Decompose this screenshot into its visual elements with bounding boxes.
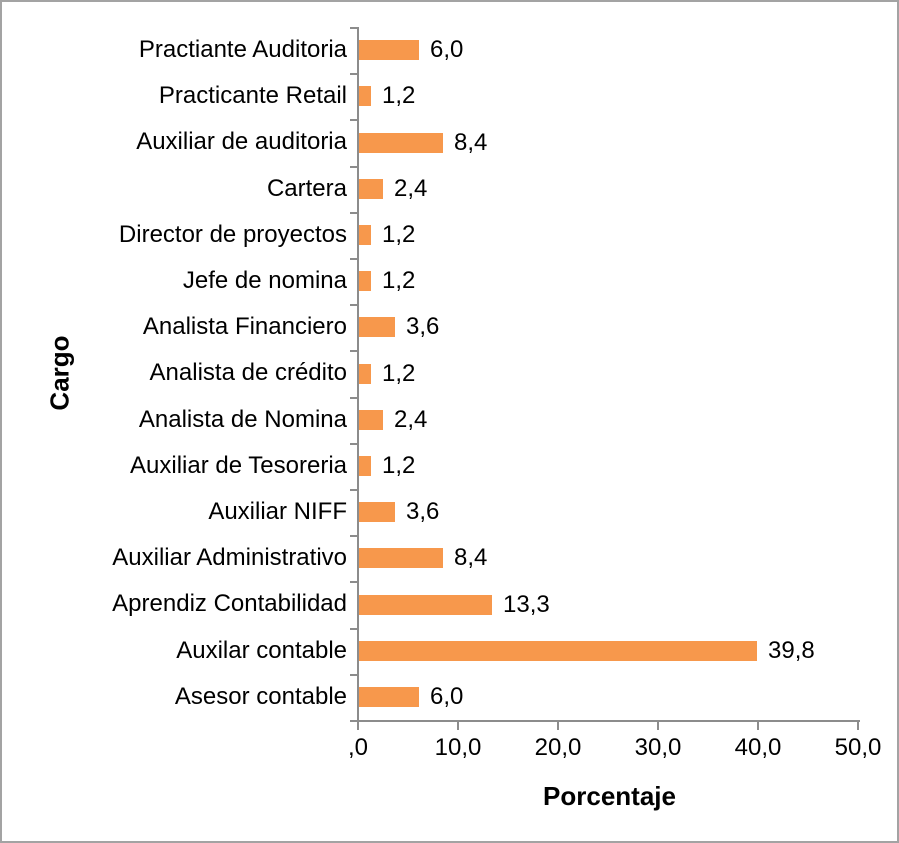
y-axis-tick [350,27,359,29]
bar-auxiliar-administrativo [359,548,443,569]
category-label-practiante-auditoria: Practiante Auditoria [138,36,347,63]
bar-auxiliar-de-auditoria [359,132,443,153]
category-label-auxiliar-administrativo: Auxiliar Administrativo [112,544,347,572]
category-label-practicante-retail: Practicante Retail [158,82,347,110]
category-label-analista-de-nomina: Analista de Nomina [138,405,347,433]
value-label-auxilar-contable: 39,8 [768,636,815,664]
bar-aprendiz-contabilidad [359,594,492,615]
y-axis-tick [350,350,359,353]
x-tick-label-20: 20,0 [534,734,582,761]
bar-practicante-retail [359,86,371,107]
category-label-analista-de-credito: Analista de crédito [149,359,347,387]
x-axis-tick [457,720,459,730]
category-label-auxiliar-niff: Auxiliar NIFF [208,498,347,525]
value-label-auxiliar-niff: 3,6 [406,498,440,526]
value-label-auxiliar-de-tesoreria: 1,2 [382,451,416,479]
bar-auxiliar-niff [359,502,395,523]
value-label-director-de-proyectos: 1,2 [382,220,416,248]
value-label-auxiliar-administrativo: 8,4 [454,544,488,572]
y-axis-tick [350,304,359,307]
x-tick-label-0: ,0 [347,734,368,761]
y-axis-tick [350,673,359,676]
bar-analista-financiero [359,317,395,338]
x-axis-tick [657,720,659,730]
category-label-director-de-proyectos: Director de proyectos [118,220,347,248]
x-axis-tick [557,720,559,730]
bar-cartera [359,178,383,199]
bar-analista-de-nomina [359,409,383,430]
x-axis-tick [357,720,359,730]
y-axis-tick [350,581,359,584]
category-label-jefe-de-nomina: Jefe de nomina [182,267,347,294]
value-label-analista-financiero: 3,6 [406,313,440,341]
value-label-asesor-contable: 6,0 [430,682,464,710]
x-tick-label-10: 10,0 [434,734,482,761]
value-label-jefe-de-nomina: 1,2 [382,267,416,295]
y-axis-tick [350,211,359,214]
value-label-auxiliar-de-auditoria: 8,4 [454,128,488,156]
y-axis-tick [350,535,359,538]
y-axis-tick [350,73,359,76]
value-label-cartera: 2,4 [394,174,428,202]
category-label-cartera: Cartera [266,174,347,202]
x-axis-tick [857,720,859,730]
y-axis-tick [350,720,359,722]
y-axis-tick [350,489,359,491]
x-axis-tick [757,720,759,730]
bar-analista-de-credito [359,363,371,384]
category-label-asesor-contable: Asesor contable [174,682,347,710]
y-axis-tick [350,627,359,630]
plot-area: 6,0 1,2 8,4 2,4 1,2 1,2 3,6 1,2 2,4 1,2 3,6 8,4 13,3… [357,27,860,722]
x-axis-title: Porcentaje [543,781,676,811]
category-label-analista-financiero: Analista Financiero [142,313,347,341]
bar-auxiliar-de-tesoreria [359,455,371,476]
x-tick-label-40: 40,0 [734,734,782,761]
y-axis-tick [350,442,359,445]
bar-director-de-proyectos [359,224,371,245]
bar-jefe-de-nomina [359,271,371,292]
value-label-practicante-retail: 1,2 [382,82,416,110]
value-label-analista-de-credito: 1,2 [382,359,416,387]
category-label-auxiliar-de-auditoria: Auxiliar de auditoria [136,128,347,156]
value-label-aprendiz-contabilidad: 13,3 [503,590,550,618]
category-label-auxiliar-de-tesoreria: Auxiliar de Tesoreria [130,451,347,479]
value-label-analista-de-nomina: 2,4 [394,405,428,433]
bar-practiante-auditoria [359,40,419,61]
x-tick-label-30: 30,0 [634,734,682,761]
y-axis-tick [350,119,359,122]
x-tick-label-50: 50,0 [834,734,882,761]
bar-auxilar-contable [359,640,757,661]
y-axis-tick [350,258,359,260]
value-label-practiante-auditoria: 6,0 [430,36,464,64]
y-axis-tick [350,165,359,168]
category-label-aprendiz-contabilidad: Aprendiz Contabilidad [112,590,347,618]
bar-asesor-contable [359,686,419,707]
category-label-auxilar-contable: Auxilar contable [176,636,347,664]
y-axis-tick [350,396,359,399]
